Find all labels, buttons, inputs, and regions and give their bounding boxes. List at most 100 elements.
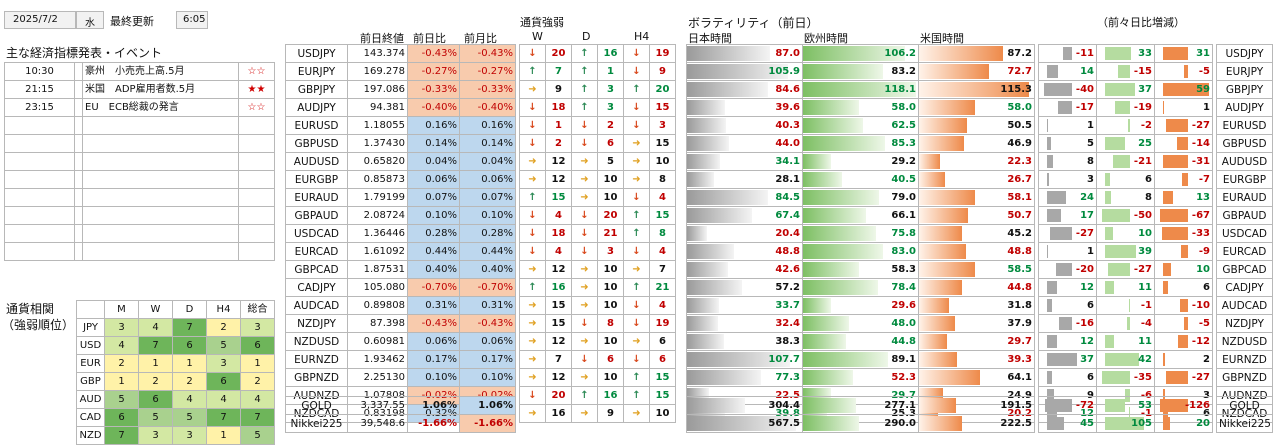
corr-rank: 4 <box>240 390 275 409</box>
strength-h4-score: 4 <box>649 296 676 315</box>
pair-symbol: AUDJPY <box>285 98 348 117</box>
pair-row: EURGBP 0.85873 0.06% 0.06% <box>285 170 516 189</box>
vol-jp-value: 32.4 <box>775 317 800 329</box>
compare-bar-2 <box>1126 317 1130 330</box>
strength-h4-arrow: ↓ <box>623 242 650 261</box>
vol-us-value: 58.5 <box>1007 263 1032 275</box>
compare-value-3: -12 <box>1191 335 1210 347</box>
pair-symbol: CADJPY <box>285 278 348 297</box>
compare-row: 12 11 -12 <box>1038 332 1213 351</box>
volatility-row: 84.5 79.0 58.1 <box>686 188 1035 207</box>
vol-us-bar <box>919 398 956 413</box>
compare-value-2: -35 <box>1133 371 1152 383</box>
pair-close: 0.65820 <box>347 152 408 171</box>
strength-w-arrow: ➜ <box>519 350 546 369</box>
right-symbol: GBPAUD <box>1216 206 1273 225</box>
compare-bar-3 <box>1163 155 1188 168</box>
pair-month-change: 0.06% <box>459 332 516 351</box>
compare-value-1: -17 <box>1075 101 1094 113</box>
compare-row: 17 -50 -67 <box>1038 206 1213 225</box>
compare-cell-1: 12 <box>1038 278 1097 297</box>
compare-cell-3: 2 <box>1154 350 1213 369</box>
vol-jp-value: 28.1 <box>775 173 800 185</box>
vol-us-value: 58.0 <box>1007 101 1032 113</box>
event-row: 10:30 豪州 小売売上高.5月 ☆☆ <box>4 62 275 81</box>
compare-value-2: 33 <box>1138 47 1152 59</box>
strength-row: ➜ 15 ↓ 8 ↓ 19 <box>519 314 676 333</box>
event-spacer <box>74 116 83 135</box>
right-symbol: GBPJPY <box>1216 80 1273 99</box>
compare-bar-2 <box>1105 281 1114 294</box>
compare-value-3: -9 <box>1198 245 1210 257</box>
vol-eu-cell: 79.0 <box>802 188 919 207</box>
vol-jp-cell: 28.1 <box>686 170 803 189</box>
strength-w-score: 20 <box>545 386 572 405</box>
corr-col-header: D <box>172 300 207 319</box>
compare-value-2: 37 <box>1138 83 1152 95</box>
strength-h4-arrow: ↓ <box>623 98 650 117</box>
right-symbol-row: USDCAD <box>1216 224 1273 243</box>
pair-close: 2.25130 <box>347 368 408 387</box>
compare-cell-3: -67 <box>1154 206 1213 225</box>
strength-row: ➜ 7 ↓ 6 ↓ 6 <box>519 350 676 369</box>
vol-jp-cell: 84.6 <box>686 80 803 99</box>
vol-jp-bar <box>687 136 730 151</box>
compare-row: -40 37 59 <box>1038 80 1213 99</box>
strength-d-score: 10 <box>597 188 624 207</box>
strength-w-arrow: ➜ <box>519 332 546 351</box>
compare-cell-1: 1 <box>1038 116 1097 135</box>
strength-h4-arrow: ↑ <box>623 368 650 387</box>
header-weekday: 水 <box>76 11 104 29</box>
compare-cell-3: -27 <box>1154 116 1213 135</box>
vol-jp-cell: 48.8 <box>686 242 803 261</box>
compare-bar-2 <box>1128 119 1130 132</box>
strength-d-arrow: ↓ <box>571 350 598 369</box>
vol-us-bar <box>919 316 956 331</box>
compare-value-1: 24 <box>1080 191 1094 203</box>
event-time <box>4 188 75 207</box>
vol-us-cell: 115.3 <box>918 80 1035 99</box>
compare-value-2: 105 <box>1131 417 1152 429</box>
right-symbol: EURUSD <box>1216 116 1273 135</box>
pair-day-change: -0.70% <box>407 278 460 297</box>
strength-h4-arrow: ↑ <box>623 80 650 99</box>
compare-row: -27 10 -33 <box>1038 224 1213 243</box>
vol-us-bar <box>919 190 975 205</box>
vol-jp-value: 67.4 <box>775 209 800 221</box>
vol-us-cell: 44.8 <box>918 278 1035 297</box>
pair-row: GOLD 3,337.55 1.06% 1.06% <box>285 396 516 415</box>
strength-w-arrow: ↓ <box>519 134 546 153</box>
event-row <box>4 206 275 225</box>
compare-row: 5 25 -14 <box>1038 134 1213 153</box>
pair-close: 105.080 <box>347 278 408 297</box>
vol-us-cell: 48.8 <box>918 242 1035 261</box>
vol-eu-cell: 78.4 <box>802 278 919 297</box>
event-row <box>4 242 275 261</box>
vol-us-bar <box>919 280 962 295</box>
corr-row: EUR 2 1 1 3 1 <box>76 354 275 373</box>
vol-eu-value: 89.1 <box>891 353 916 365</box>
compare-value-2: -4 <box>1140 317 1152 329</box>
strength-h4-arrow: ↑ <box>623 386 650 405</box>
compare-bar-1 <box>1047 281 1057 294</box>
compare-row: 3 6 -7 <box>1038 170 1213 189</box>
event-row <box>4 170 275 189</box>
vol-jp-value: 84.6 <box>775 83 800 95</box>
vol-jp-value: 34.1 <box>775 155 800 167</box>
vol-eu-bar <box>803 280 879 295</box>
vol-us-value: 58.1 <box>1007 191 1032 203</box>
vol-jp-cell: 44.0 <box>686 134 803 153</box>
vol-jp-value: 40.3 <box>775 119 800 131</box>
strength-h4-arrow: ↓ <box>623 62 650 81</box>
vol-us-cell: 39.3 <box>918 350 1035 369</box>
strength-d-score: 20 <box>597 206 624 225</box>
vol-us-value: 37.9 <box>1007 317 1032 329</box>
event-spacer <box>74 134 83 153</box>
compare-bar-1 <box>1047 137 1051 150</box>
corr-row: USD 4 7 6 5 6 <box>76 336 275 355</box>
strength-w-arrow: ↓ <box>519 98 546 117</box>
right-symbol: AUDCAD <box>1216 296 1273 315</box>
right-symbol: NZDJPY <box>1216 314 1273 333</box>
compare-bar-1 <box>1045 399 1072 412</box>
compare-value-1: 1 <box>1087 245 1094 257</box>
